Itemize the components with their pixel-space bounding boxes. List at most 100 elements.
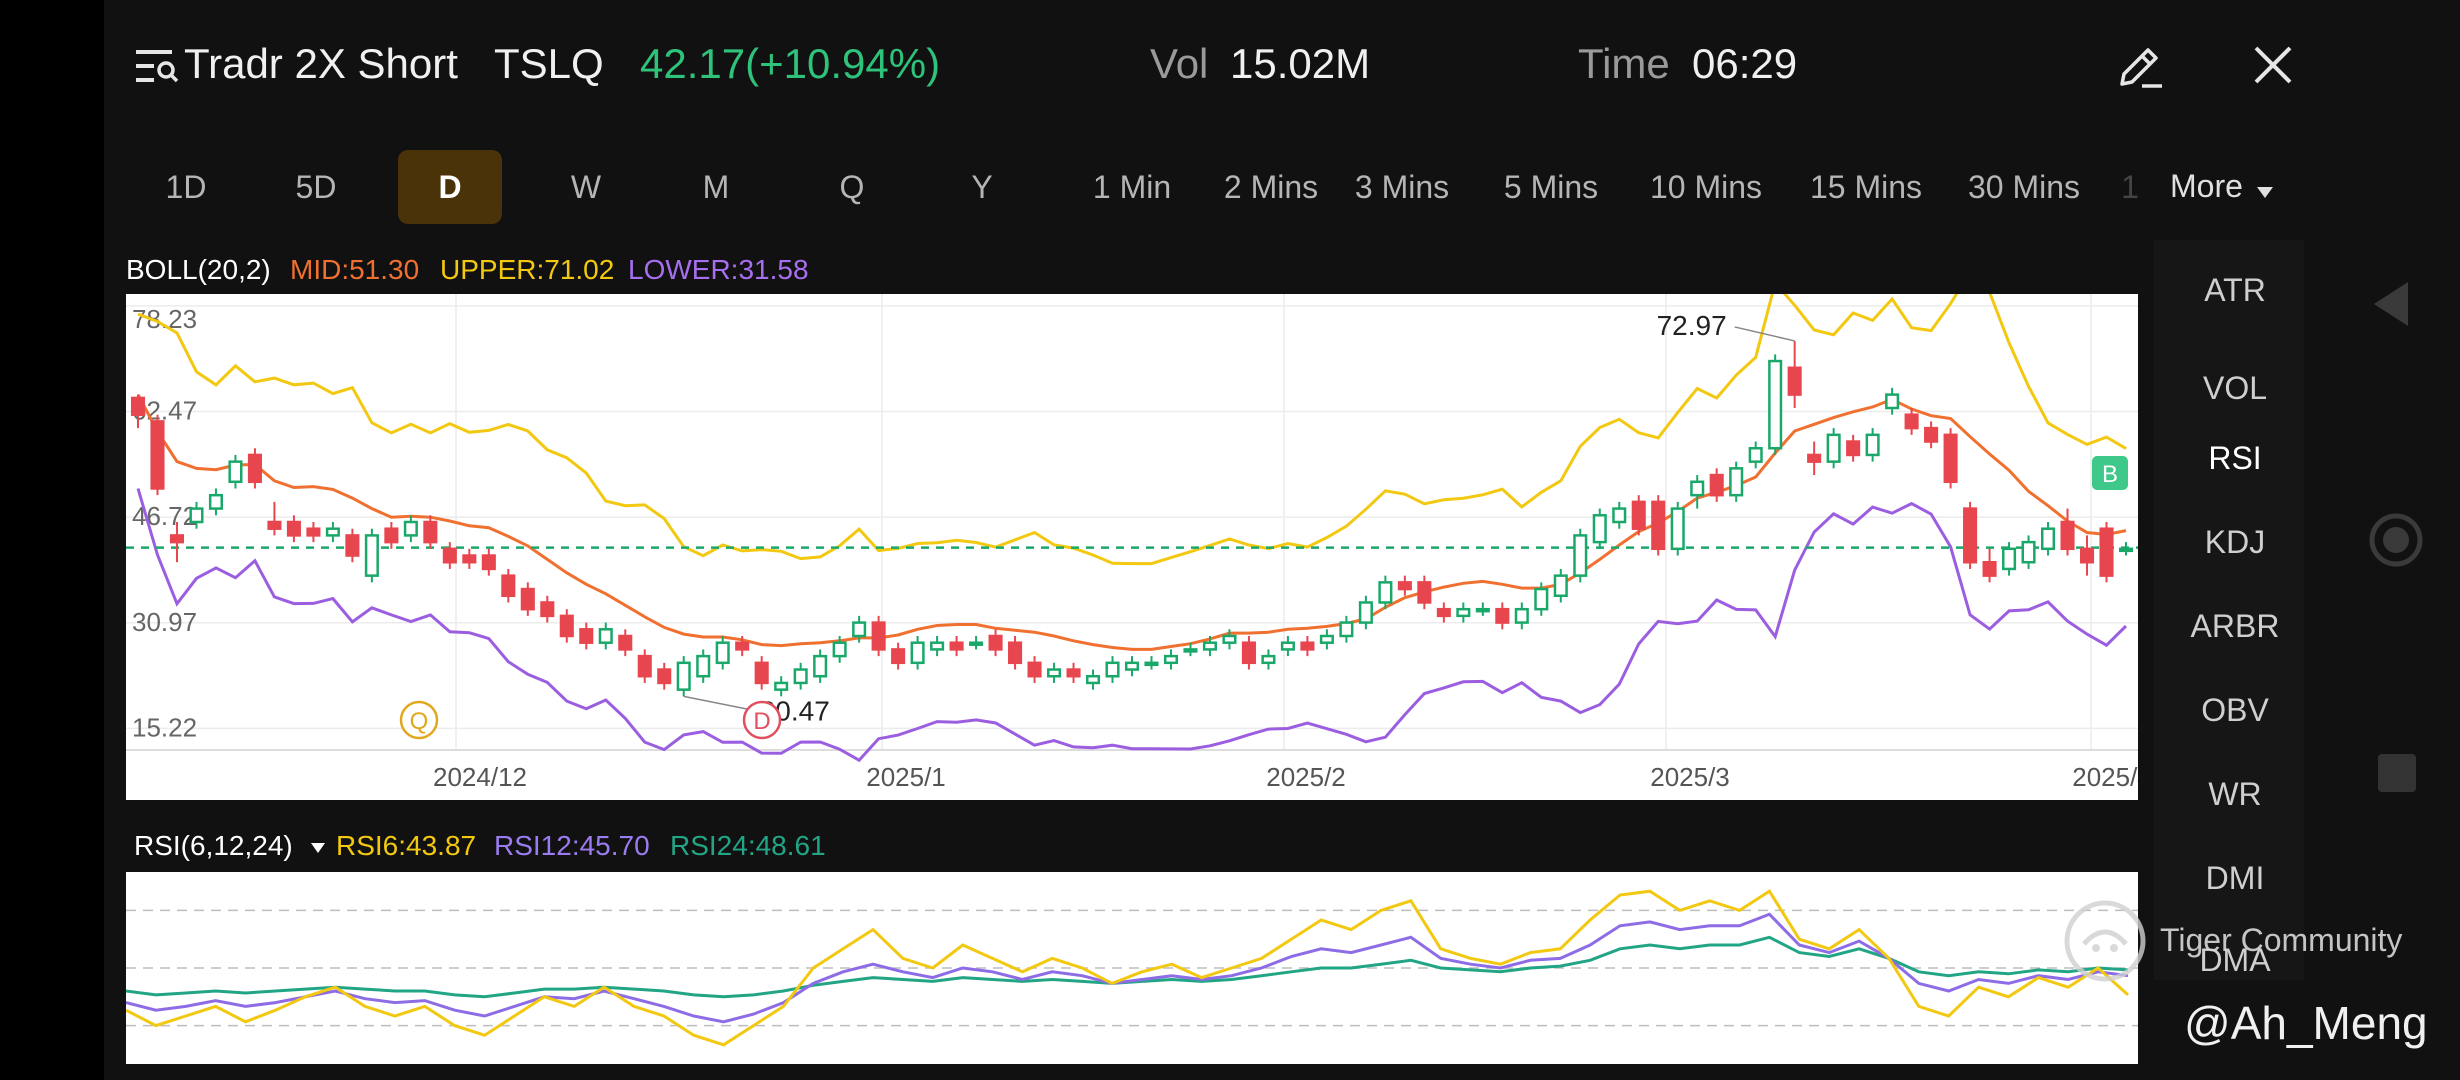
candle-body — [813, 654, 828, 678]
indicator-item-obv[interactable]: OBV — [2201, 692, 2269, 728]
candle — [1085, 669, 1101, 690]
candle-body — [1787, 366, 1802, 396]
indicator-item-kdj[interactable]: KDJ — [2204, 524, 2266, 560]
tab-timeframe-d[interactable]: D — [398, 150, 502, 224]
candle — [1612, 501, 1627, 529]
watermark-brand: Tiger Community — [2160, 922, 2403, 958]
candle — [1378, 575, 1393, 610]
square-icon[interactable] — [2378, 754, 2416, 792]
badge-q-circle — [399, 700, 439, 740]
tab-timeframe-30-mins[interactable]: 30 Mins — [1967, 169, 2081, 205]
collapse-arrow-icon[interactable] — [2374, 282, 2408, 326]
indicator-item-arbr[interactable]: ARBR — [2190, 608, 2280, 644]
candle — [988, 629, 1003, 657]
caret-down-icon — [310, 842, 325, 853]
tab-timeframe-1-min[interactable]: 1 Min — [1092, 169, 1172, 205]
tab-timeframe-3-mins[interactable]: 3 Mins — [1354, 169, 1450, 205]
candle-body — [1670, 507, 1685, 551]
candle-body — [150, 420, 165, 490]
indicator-item-rsi[interactable]: RSI — [2208, 440, 2262, 476]
tab-timeframe-15-mins[interactable]: 15 Mins — [1809, 169, 1923, 205]
candle-body — [1417, 581, 1432, 604]
boll-label: BOLL(20,2) — [126, 254, 271, 285]
candle-body — [1339, 621, 1354, 638]
candle-body — [832, 641, 847, 658]
candle-body — [1846, 440, 1861, 457]
candle — [1144, 656, 1159, 670]
tab-timeframe-m[interactable]: M — [702, 169, 730, 205]
tab-timeframe-y[interactable]: Y — [971, 169, 993, 205]
rsi-label[interactable]: RSI(6,12,24) — [134, 830, 325, 862]
candle — [715, 636, 730, 670]
candle-body — [306, 527, 321, 537]
candle — [1924, 421, 1939, 449]
candle-body — [247, 453, 262, 484]
candle-body — [462, 554, 477, 564]
candle — [1826, 428, 1841, 469]
candle-body — [1709, 473, 1724, 497]
candle-body — [735, 641, 750, 651]
candle — [1397, 575, 1412, 596]
candle — [696, 649, 711, 683]
candle — [1553, 568, 1568, 603]
candle — [520, 582, 535, 616]
candle-body — [1573, 534, 1588, 577]
tab-timeframe-10-mins[interactable]: 10 Mins — [1649, 169, 1763, 205]
candle — [1456, 602, 1471, 623]
candle — [1495, 602, 1510, 630]
y-tick-label: 30.97 — [132, 607, 197, 637]
candle-body — [969, 641, 984, 646]
more-label: More — [2170, 168, 2243, 204]
close-icon[interactable] — [2252, 44, 2294, 86]
rsi-chart[interactable] — [126, 872, 2138, 1064]
rsi24-line — [126, 935, 2129, 999]
more-dropdown[interactable]: More — [2170, 168, 2274, 208]
rsi6-line — [126, 889, 2130, 1047]
candle — [1124, 656, 1140, 677]
candle-body — [1378, 581, 1393, 604]
tab-timeframe-1d[interactable]: 1D — [165, 169, 207, 205]
caret-down-icon — [2257, 187, 2274, 199]
candle — [1319, 629, 1334, 650]
candle-body — [1280, 641, 1295, 651]
edit-icon[interactable] — [2114, 40, 2166, 92]
rsi12-value: RSI12:45.70 — [494, 830, 650, 861]
x-tick-label: 2025/4 — [2072, 762, 2138, 792]
candle — [1183, 642, 1198, 657]
indicator-item-atr[interactable]: ATR — [2204, 272, 2266, 308]
candle — [208, 488, 224, 516]
candle — [481, 548, 496, 576]
indicator-item-wr[interactable]: WR — [2208, 776, 2262, 812]
candle — [852, 615, 867, 643]
tab-timeframe-5-mins[interactable]: 5 Mins — [1503, 169, 1599, 205]
candle-body — [208, 493, 224, 510]
candle-body — [754, 661, 769, 685]
candle-body — [1631, 500, 1646, 530]
candle-body — [2040, 527, 2056, 551]
candle — [735, 636, 750, 657]
rsi6-value: RSI6:43.87 — [336, 830, 477, 861]
candle — [1690, 475, 1705, 509]
tab-timeframe-w[interactable]: W — [570, 169, 602, 205]
tab-timeframe-2-mins[interactable]: 2 Mins — [1223, 169, 1319, 205]
tab-timeframe-5d[interactable]: 5D — [295, 169, 337, 205]
candle — [1280, 636, 1295, 657]
candle-body — [1729, 467, 1744, 497]
candle — [189, 501, 204, 529]
candle-body — [1592, 514, 1607, 544]
indicator-item-dma[interactable]: DMA — [2199, 942, 2271, 978]
candle — [891, 642, 906, 670]
candle — [618, 629, 633, 657]
crosshair-toggle-icon[interactable] — [2368, 512, 2424, 568]
candle-body — [1553, 574, 1568, 598]
price-chart[interactable]: 78.23 62.47 46.72 30.97 15.22 2024/12 2025/1 20… — [126, 294, 2138, 800]
candle-body — [1397, 581, 1412, 591]
candle — [462, 548, 477, 569]
indicator-item-vol[interactable]: VOL — [2202, 370, 2268, 406]
indicator-item-dmi[interactable]: DMI — [2205, 860, 2265, 896]
menu-icon[interactable] — [134, 46, 180, 86]
candle-body — [1436, 607, 1451, 618]
tab-timeframe-q[interactable]: Q — [839, 169, 865, 205]
candle — [169, 522, 185, 563]
tab-timeframe-1[interactable]: 1 — [2121, 169, 2139, 205]
